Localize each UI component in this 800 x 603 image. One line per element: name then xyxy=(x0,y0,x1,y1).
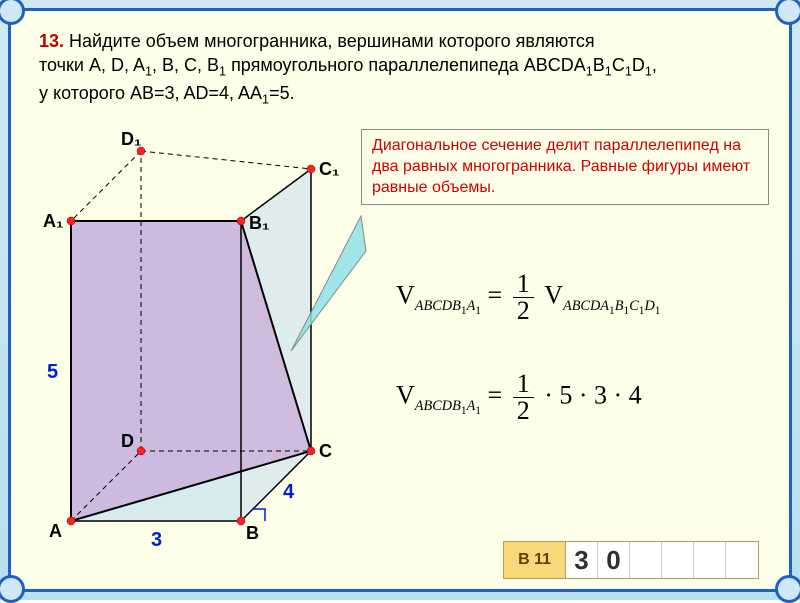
diagram: ABCDA₁B₁C₁D₁ 345 xyxy=(31,121,371,541)
f2-den: 2 xyxy=(513,398,534,424)
corner-decor xyxy=(0,575,25,603)
answer-cell[interactable] xyxy=(694,542,726,578)
f1-den: 2 xyxy=(513,298,534,324)
vertex-label: C₁ xyxy=(319,159,339,180)
vertex-label: D xyxy=(121,431,134,452)
dimension-label: 5 xyxy=(47,361,58,384)
problem-line2e: C xyxy=(612,55,625,75)
answer-cell[interactable]: 3 xyxy=(566,542,598,578)
problem-line2c: прямоугольного параллелепипеда ABCDA xyxy=(226,55,586,75)
f1-right-sub: ABCDA1B1C1D1 xyxy=(563,298,661,314)
f1-num: 1 xyxy=(513,271,534,298)
diagram-svg xyxy=(31,121,371,551)
vertex-label: C xyxy=(319,441,332,462)
problem-line3a: у которого AB=3, AD=4, AA xyxy=(39,83,262,103)
inner-frame: 13. Найдите объем многогранника, вершина… xyxy=(8,8,792,592)
answer-cell[interactable]: 0 xyxy=(598,542,630,578)
answer-cell[interactable] xyxy=(726,542,758,578)
callout-text: Диагональное сечение делит параллелепипе… xyxy=(372,137,750,196)
problem-line2a: точки A, D, A xyxy=(39,55,145,75)
callout-box: Диагональное сечение делит параллелепипе… xyxy=(361,129,769,205)
corner-decor xyxy=(775,0,800,25)
f1-left-sub: ABCDB1A1 xyxy=(415,298,481,314)
dimension-label: 4 xyxy=(283,481,294,504)
dimension-label: 3 xyxy=(151,529,162,552)
answer-cell[interactable] xyxy=(662,542,694,578)
problem-line1: Найдите объем многогранника, вершинами к… xyxy=(64,31,595,51)
problem-line2d: B xyxy=(593,55,605,75)
answer-cell[interactable] xyxy=(630,542,662,578)
vertex-label: A₁ xyxy=(43,211,63,232)
answer-label: В 11 xyxy=(504,542,566,578)
f2-num: 1 xyxy=(513,371,534,398)
f2-tail: · 5 · 3 · 4 xyxy=(544,380,641,409)
f2-left-sub: ABCDB1A1 xyxy=(415,398,481,414)
problem-line2f: D xyxy=(632,55,645,75)
problem-text: 13. Найдите объем многогранника, вершина… xyxy=(39,29,769,108)
problem-line2g: , xyxy=(652,55,657,75)
vertex-label: B xyxy=(246,523,259,544)
problem-number: 13. xyxy=(39,31,64,51)
vertex-label: D₁ xyxy=(121,129,141,150)
right-angle-marker xyxy=(253,509,265,521)
vertex-label: B₁ xyxy=(249,213,269,234)
formula-1: VABCDB1A1 = 12 VABCDA1B1C1D1 xyxy=(396,271,661,324)
vertex-label: A xyxy=(49,521,62,542)
corner-decor xyxy=(0,0,25,25)
corner-decor xyxy=(775,575,800,603)
problem-line2b: , B, C, B xyxy=(152,55,219,75)
answer-bar: В 11 3 0 xyxy=(503,541,759,579)
problem-line3b: =5. xyxy=(269,83,295,103)
outer-frame: 13. Найдите объем многогранника, вершина… xyxy=(0,0,800,600)
formula-2: VABCDB1A1 = 12 · 5 · 3 · 4 xyxy=(396,371,642,424)
